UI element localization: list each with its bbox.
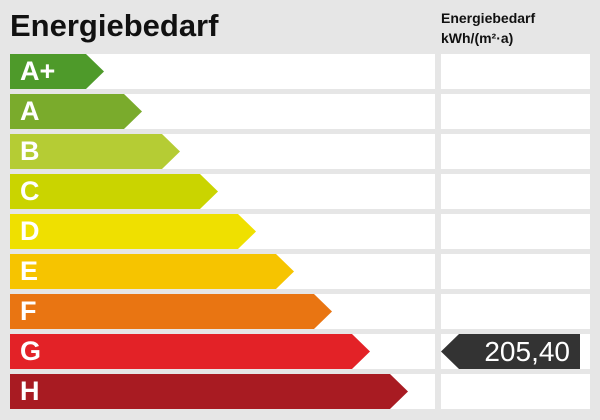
value-cell [441,174,590,209]
value-cell [441,254,590,289]
energy-class-bar: C [10,174,218,209]
energy-class-label: E [20,256,39,286]
energy-class-row: A [10,94,590,129]
value-cell [441,214,590,249]
energy-class-label: A+ [20,56,56,86]
energy-class-bar: F [10,294,332,329]
page-title: Energiebedarf [10,8,219,43]
value-cell [441,94,590,129]
energy-class-row: D [10,214,590,249]
energy-class-label: D [20,216,40,246]
energy-class-label: F [20,296,37,326]
energy-class-bar: A+ [10,54,104,89]
value-cell [441,134,590,169]
energy-class-bar: E [10,254,294,289]
value-cell [441,294,590,329]
energy-class-label: H [20,376,40,406]
energy-class-bar: H [10,374,408,409]
energy-class-row: F [10,294,590,329]
column-header: Energiebedarf kWh/(m²·a) [441,8,535,48]
energy-class-bar: A [10,94,142,129]
energy-class-bar: G [10,334,370,369]
value-indicator: 205,40 [441,334,580,369]
energy-class-row: C [10,174,590,209]
column-header-line1: Energiebedarf [441,10,536,26]
energy-class-row: B [10,134,590,169]
energy-class-row: H [10,374,590,409]
value-cell [441,54,590,89]
energy-class-label: A [20,96,40,126]
value-cell [441,374,590,409]
column-header-unit: kWh/(m²·a) [441,30,514,46]
energy-class-label: G [20,336,42,366]
energy-class-bar: B [10,134,180,169]
energy-class-row: A+ [10,54,590,89]
energy-class-label: C [20,176,40,206]
energy-class-bar: D [10,214,256,249]
energy-class-row: E [10,254,590,289]
energy-class-label: B [20,136,40,166]
